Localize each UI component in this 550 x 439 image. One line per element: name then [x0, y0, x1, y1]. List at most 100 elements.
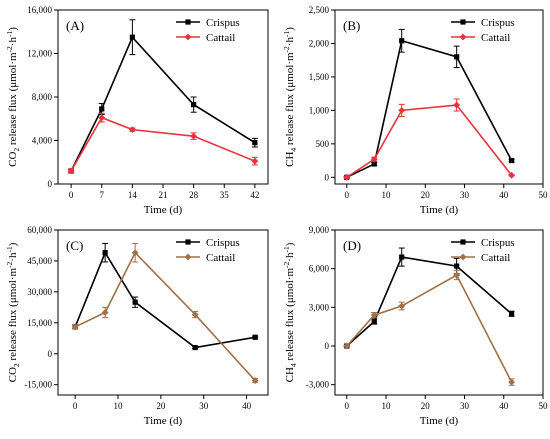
y-tick-label: 8,000 [32, 92, 53, 102]
x-axis-title: Time (d) [144, 204, 183, 216]
y-axis-title-part: CO [7, 367, 19, 382]
series-line [74, 251, 256, 382]
x-tick-label: 21 [159, 190, 168, 200]
panel-c: 0 10 20 30 40 -15,000 0 15,000 30,000 45,000 60,00… [5, 225, 269, 427]
data-point [398, 106, 406, 114]
legend-label: Cattail [206, 32, 235, 44]
data-point [398, 302, 406, 310]
y-axis-title-part: CO [7, 152, 19, 167]
y-axis-title-part: -2 [282, 46, 291, 52]
y-axis-title: CH4 release flux (μmol·m-2·h-1) [282, 242, 298, 382]
data-point [370, 155, 378, 163]
y-tick-label: 60,000 [27, 225, 52, 235]
data-point [454, 54, 460, 60]
data-point [132, 299, 138, 305]
data-point [190, 132, 198, 140]
legend: Crispus Cattail [451, 17, 515, 44]
x-tick-label: 14 [128, 190, 138, 200]
legend-marker [184, 253, 192, 261]
data-point [67, 167, 75, 175]
x-tick-label: 30 [460, 401, 470, 411]
y-tick-label: 15,000 [27, 318, 52, 328]
series-cattail [343, 270, 516, 386]
series-crispus [343, 247, 515, 349]
y-tick-label: 6,000 [309, 264, 330, 274]
y-tick-label: 12,000 [27, 49, 52, 59]
y-axis-title-part: -2 [5, 46, 14, 52]
x-tick-label: 50 [539, 401, 549, 411]
y-axis-title-part: 4 [289, 148, 298, 152]
data-point [251, 157, 259, 165]
y-tick-label: 1,000 [309, 105, 330, 115]
data-point [371, 161, 377, 167]
y-axis-title: CH4 release flux (μmol·m-2·h-1) [282, 27, 298, 167]
x-tick-label: 20 [421, 190, 431, 200]
y-tick-label: 9,000 [309, 225, 330, 235]
x-tick-label: 10 [382, 190, 392, 200]
x-tick-label: 0 [345, 401, 350, 411]
legend-label: Cattail [481, 252, 510, 264]
y-axis-title-part: ) [7, 27, 19, 31]
y-axis-title: CO2 release flux (μmol·m-2·h-1) [5, 27, 21, 167]
x-axis-title: Time (d) [144, 415, 183, 427]
data-point [371, 318, 377, 325]
x-tick-label: 40 [499, 190, 509, 200]
plot-frame [334, 229, 544, 396]
series-line [346, 104, 513, 178]
plot-frame [334, 9, 544, 185]
legend-label: Crispus [206, 237, 240, 249]
data-point [370, 311, 378, 319]
y-tick-label: 45,000 [27, 256, 52, 266]
y-tick-label: 2,000 [309, 38, 330, 48]
y-axis-title-part: ) [7, 242, 19, 246]
y-axis-title-part: CH [284, 152, 296, 167]
panel-label: (C) [66, 238, 83, 253]
legend-label: Cattail [481, 32, 510, 44]
legend: Crispus Cattail [451, 237, 515, 264]
y-axis-title-part: ·h [7, 252, 19, 262]
plot-frame [57, 229, 269, 396]
x-tick-label: 20 [156, 401, 166, 411]
y-tick-label: 0 [48, 349, 53, 359]
y-axis-title-part: -1 [5, 246, 14, 252]
legend-label: Crispus [206, 17, 240, 29]
y-axis-title-part: release flux (μmol·m [284, 52, 296, 148]
x-tick-label: 28 [189, 190, 199, 200]
data-point [343, 173, 351, 181]
series-line [70, 35, 256, 172]
x-tick-label: 30 [460, 190, 470, 200]
y-axis-title-part: -1 [282, 31, 291, 37]
y-axis-title-part: release flux (μmol·m [7, 268, 19, 364]
legend-label: Crispus [481, 237, 515, 249]
y-tick-label: 0 [48, 179, 53, 189]
y-tick-label: 16,000 [27, 5, 52, 15]
data-point [399, 254, 405, 260]
x-tick-label: 10 [114, 401, 124, 411]
y-tick-label: 500 [316, 139, 330, 149]
data-point [509, 311, 515, 317]
x-axis-title: Time (d) [420, 204, 459, 216]
data-point [453, 271, 461, 279]
y-axis-title-part: -2 [282, 261, 291, 267]
y-axis-title-part: -1 [5, 31, 14, 37]
y-tick-label: 3,000 [309, 302, 330, 312]
y-tick-label: 0 [325, 341, 330, 351]
data-point [128, 126, 136, 134]
series-crispus [343, 28, 515, 180]
data-point [191, 311, 199, 318]
y-axis-title-part: ·h [284, 37, 296, 47]
data-point [509, 157, 515, 164]
y-tick-label: 2,500 [309, 5, 330, 15]
x-tick-label: 40 [499, 401, 509, 411]
y-axis-title-part: 4 [289, 363, 298, 367]
y-axis-title-part: ·h [284, 252, 296, 262]
data-point [252, 140, 258, 146]
x-tick-label: 7 [100, 190, 105, 200]
data-point [101, 309, 109, 316]
data-point [192, 344, 198, 351]
legend-marker [459, 33, 467, 41]
y-axis-title-part: ) [284, 242, 296, 246]
legend-marker [185, 19, 191, 25]
y-tick-label: 1,500 [309, 72, 330, 82]
x-axis-title: Time (d) [420, 415, 459, 427]
